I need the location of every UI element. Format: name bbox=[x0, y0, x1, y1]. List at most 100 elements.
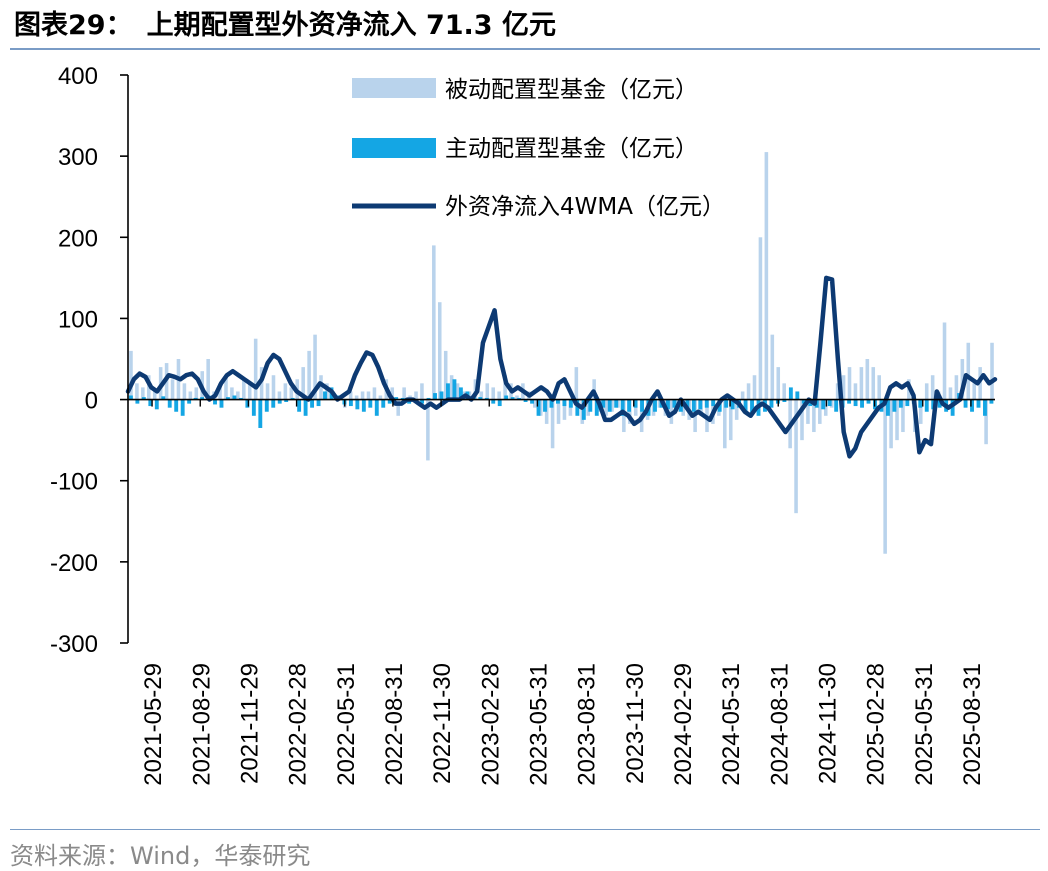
active-bar bbox=[290, 397, 295, 400]
active-bar bbox=[750, 399, 754, 415]
active-bar bbox=[128, 395, 133, 400]
passive-bar bbox=[812, 399, 816, 433]
y-tick-label: 0 bbox=[85, 388, 98, 415]
y-tick-label: 400 bbox=[58, 63, 98, 90]
active-bar bbox=[581, 399, 586, 420]
x-tick-label: 2025-02-28 bbox=[863, 663, 890, 786]
passive-bar bbox=[746, 383, 751, 400]
passive-bar bbox=[354, 395, 359, 400]
active-bar bbox=[627, 399, 632, 412]
passive-bar bbox=[485, 383, 490, 400]
active-bar bbox=[530, 399, 534, 404]
top-rule bbox=[10, 48, 1040, 50]
active-bar bbox=[303, 399, 308, 416]
passive-bar bbox=[402, 387, 406, 400]
active-bar bbox=[685, 399, 690, 408]
legend-label-line: 外资净流入4WMA（亿元） bbox=[445, 194, 725, 220]
passive-bar bbox=[443, 350, 448, 400]
passive-bar bbox=[533, 399, 537, 408]
source-note: 资料来源：Wind，华泰研究 bbox=[10, 842, 311, 870]
passive-bar bbox=[829, 399, 834, 408]
passive-bar bbox=[319, 375, 323, 400]
passive-bar bbox=[960, 359, 965, 400]
active-bar bbox=[213, 399, 217, 405]
x-tick-label: 2023-08-31 bbox=[574, 663, 601, 786]
active-bar bbox=[426, 397, 431, 400]
active-bar bbox=[361, 399, 366, 412]
passive-bar bbox=[515, 395, 519, 400]
passive-bar bbox=[740, 391, 745, 400]
passive-bar bbox=[360, 391, 365, 400]
passive-bar bbox=[930, 375, 935, 400]
active-bar bbox=[135, 399, 140, 404]
passive-bar bbox=[556, 399, 561, 424]
active-bar bbox=[821, 399, 826, 410]
passive-bar bbox=[966, 342, 971, 400]
active-bar bbox=[491, 399, 496, 404]
passive-bar bbox=[194, 387, 199, 400]
passive-bar bbox=[942, 322, 947, 400]
active-bar bbox=[633, 399, 638, 408]
passive-bar bbox=[859, 367, 864, 400]
active-bar bbox=[788, 387, 793, 400]
active-bar bbox=[510, 397, 515, 400]
active-bar bbox=[620, 399, 625, 416]
x-tick-label: 2022-11-30 bbox=[429, 663, 456, 784]
passive-bar bbox=[414, 391, 418, 400]
passive-bar bbox=[782, 383, 786, 400]
active-bar bbox=[614, 399, 619, 408]
figure-label: 图表29： bbox=[14, 10, 133, 41]
passive-bar bbox=[550, 399, 555, 449]
passive-bar bbox=[307, 350, 311, 400]
active-bar bbox=[665, 399, 670, 410]
active-bar bbox=[387, 399, 392, 404]
x-tick-label: 2025-05-31 bbox=[911, 663, 938, 786]
passive-bar bbox=[265, 383, 270, 400]
active-bar bbox=[193, 397, 198, 400]
passive-bar bbox=[901, 399, 905, 433]
active-bar bbox=[458, 387, 463, 400]
passive-bar bbox=[224, 375, 228, 400]
active-bar bbox=[251, 399, 256, 416]
active-bar bbox=[368, 399, 373, 408]
active-bar bbox=[963, 399, 968, 408]
active-bar bbox=[711, 399, 716, 407]
active-bar bbox=[543, 399, 547, 412]
x-tick-label: 2022-05-31 bbox=[333, 663, 360, 786]
active-bar bbox=[232, 395, 237, 400]
x-tick-label: 2021-11-29 bbox=[236, 663, 263, 784]
passive-bar bbox=[883, 399, 887, 554]
active-bar bbox=[724, 399, 729, 408]
passive-bar bbox=[432, 245, 436, 400]
passive-bar bbox=[794, 399, 798, 514]
passive-bar bbox=[800, 399, 804, 441]
active-bar bbox=[277, 399, 282, 404]
passive-bar bbox=[776, 367, 781, 400]
passive-bar bbox=[954, 375, 959, 400]
active-bar bbox=[504, 395, 509, 400]
passive-bar bbox=[242, 379, 246, 400]
passive-bar bbox=[455, 383, 460, 400]
passive-bar bbox=[984, 399, 988, 445]
passive-bar bbox=[723, 399, 727, 449]
active-bar bbox=[672, 399, 677, 408]
x-tick-label: 2024-08-31 bbox=[766, 663, 793, 786]
active-bar bbox=[517, 397, 522, 400]
active-bar bbox=[989, 399, 994, 404]
active-bar bbox=[853, 399, 858, 407]
passive-bar bbox=[972, 383, 976, 400]
active-bar bbox=[284, 399, 289, 402]
active-bar bbox=[323, 391, 327, 400]
legend: 被动配置型基金（亿元） 主动配置型基金（亿元） 外资净流入4WMA（亿元） bbox=[352, 77, 725, 220]
passive-bar bbox=[503, 375, 507, 400]
passive-bar bbox=[758, 237, 763, 400]
passive-bar bbox=[538, 399, 543, 416]
active-bar bbox=[730, 399, 735, 410]
passive-bar bbox=[206, 359, 210, 400]
active-bar bbox=[161, 396, 166, 400]
active-bar bbox=[588, 399, 593, 412]
active-bar bbox=[180, 399, 185, 416]
active-bar bbox=[200, 397, 205, 400]
legend-label-passive: 被动配置型基金（亿元） bbox=[445, 77, 698, 103]
passive-bar bbox=[877, 375, 881, 400]
